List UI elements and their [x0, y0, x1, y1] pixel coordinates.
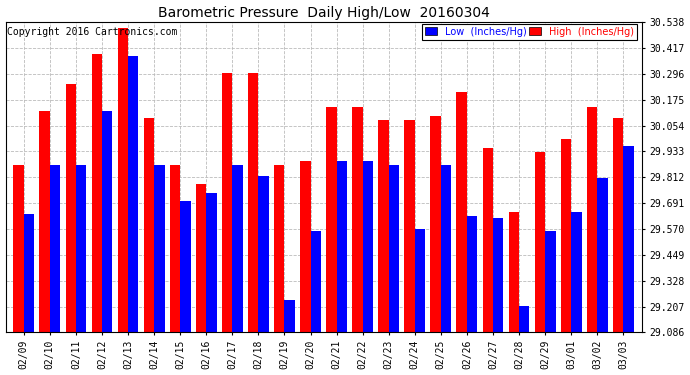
- Bar: [561, 139, 571, 332]
- Bar: [39, 111, 50, 332]
- Bar: [76, 165, 86, 332]
- Bar: [482, 148, 493, 332]
- Bar: [310, 231, 321, 332]
- Bar: [586, 107, 598, 332]
- Bar: [352, 107, 363, 332]
- Bar: [623, 146, 633, 332]
- Bar: [467, 216, 477, 332]
- Bar: [300, 160, 310, 332]
- Bar: [519, 306, 529, 332]
- Bar: [206, 193, 217, 332]
- Bar: [571, 212, 582, 332]
- Bar: [388, 165, 399, 332]
- Bar: [545, 231, 555, 332]
- Bar: [117, 28, 128, 332]
- Bar: [326, 107, 337, 332]
- Bar: [535, 152, 545, 332]
- Bar: [258, 176, 269, 332]
- Bar: [196, 184, 206, 332]
- Bar: [613, 118, 623, 332]
- Bar: [144, 118, 154, 332]
- Bar: [457, 92, 467, 332]
- Bar: [493, 218, 504, 332]
- Bar: [598, 178, 608, 332]
- Bar: [337, 160, 347, 332]
- Bar: [441, 165, 451, 332]
- Bar: [274, 165, 284, 332]
- Bar: [128, 56, 139, 332]
- Bar: [13, 165, 23, 332]
- Bar: [92, 54, 102, 332]
- Bar: [404, 120, 415, 332]
- Bar: [180, 201, 190, 332]
- Bar: [363, 160, 373, 332]
- Bar: [66, 84, 76, 332]
- Bar: [23, 214, 34, 332]
- Bar: [170, 165, 180, 332]
- Title: Barometric Pressure  Daily High/Low  20160304: Barometric Pressure Daily High/Low 20160…: [157, 6, 489, 20]
- Legend: Low  (Inches/Hg), High  (Inches/Hg): Low (Inches/Hg), High (Inches/Hg): [422, 24, 637, 40]
- Bar: [50, 165, 60, 332]
- Text: Copyright 2016 Cartronics.com: Copyright 2016 Cartronics.com: [7, 27, 177, 37]
- Bar: [415, 229, 425, 332]
- Bar: [248, 73, 258, 332]
- Bar: [233, 165, 243, 332]
- Bar: [431, 116, 441, 332]
- Bar: [102, 111, 112, 332]
- Bar: [378, 120, 388, 332]
- Bar: [509, 212, 519, 332]
- Bar: [222, 73, 233, 332]
- Bar: [284, 300, 295, 332]
- Bar: [154, 165, 164, 332]
